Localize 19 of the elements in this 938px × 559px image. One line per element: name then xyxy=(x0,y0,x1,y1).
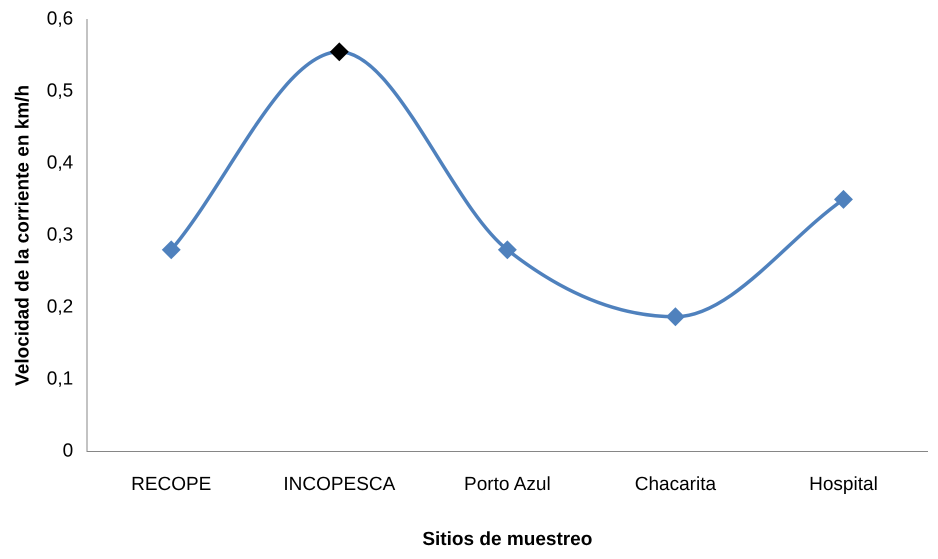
x-tick-label: Chacarita xyxy=(634,474,716,496)
point xyxy=(666,308,684,326)
x-tick-label: Porto Azul xyxy=(464,474,551,496)
y-tick-label: 0,3 xyxy=(46,224,74,246)
x-axis-title: Sitios de muestreo xyxy=(422,528,592,550)
y-tick-label: 0,1 xyxy=(46,368,74,390)
y-tick-label: 0,6 xyxy=(46,8,74,30)
point xyxy=(162,241,180,259)
y-axis-title: Velocidad de la corriente en km/h xyxy=(12,84,34,386)
point xyxy=(498,241,516,259)
x-tick-label: INCOPESCA xyxy=(283,474,396,496)
y-tick-label: 0,2 xyxy=(46,296,74,318)
x-tick-label: RECOPE xyxy=(131,474,212,496)
point xyxy=(330,43,348,61)
y-tick-label: 0,5 xyxy=(46,80,74,102)
point xyxy=(834,190,852,208)
y-tick-label: 0,4 xyxy=(46,152,74,174)
x-tick-label: Hospital xyxy=(809,474,878,496)
y-tick-label: 0 xyxy=(62,440,74,462)
